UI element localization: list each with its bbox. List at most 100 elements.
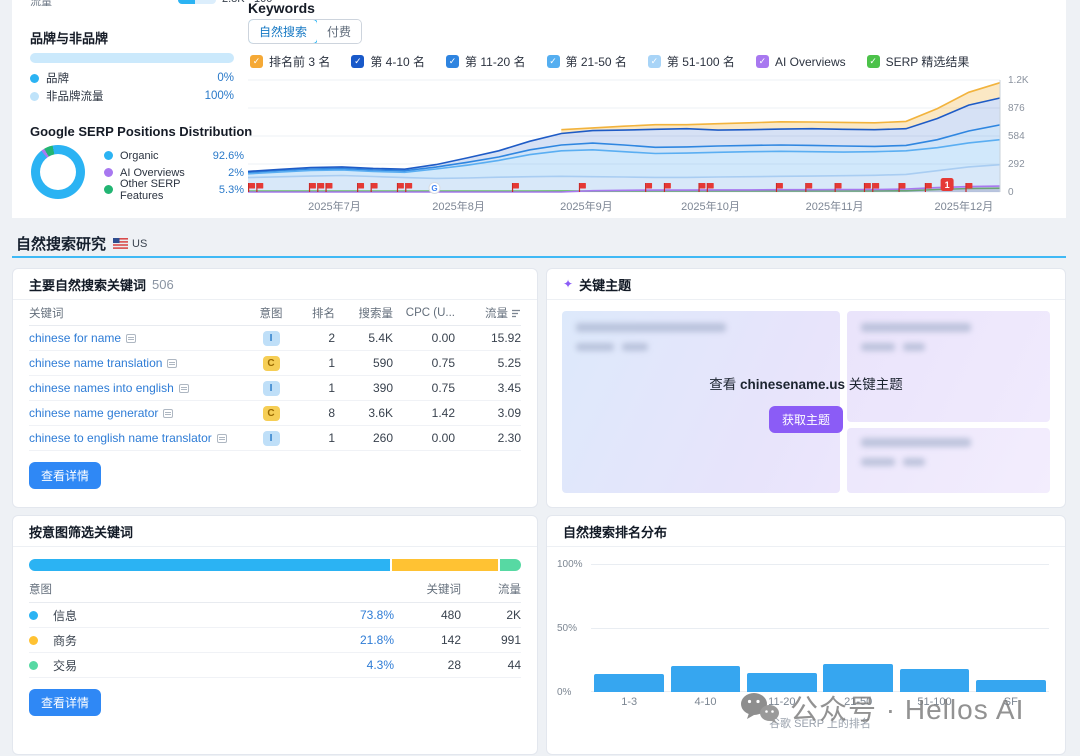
intent-percent-cell: 4.3%: [274, 658, 394, 672]
month-label: 2025年9月: [560, 198, 613, 214]
intent-percent-link[interactable]: 73.8%: [360, 608, 394, 622]
tab-paid[interactable]: 付费: [317, 20, 361, 43]
keywords-tabs: 自然搜索付费: [248, 19, 362, 44]
legend-dot: [104, 151, 113, 160]
serp-snapshot-icon[interactable]: [163, 409, 173, 418]
keyword-topics-card: ✦ 关键主题 查看 chinesename.us 关键主题 获取主题: [546, 268, 1066, 508]
serp-distribution-legend: Organic92.6%AI Overviews2%Other SERP Fea…: [104, 147, 244, 198]
traffic-label: 流量: [30, 0, 52, 9]
gridline: [591, 564, 1049, 565]
intent-badge: C: [263, 356, 280, 371]
checkbox-icon: ✓: [446, 55, 459, 68]
rank-cell: 1: [291, 431, 335, 445]
get-topics-button[interactable]: 获取主题: [769, 406, 843, 433]
view-details-button-keywords[interactable]: 查看详情: [29, 462, 101, 489]
cpc-cell: 0.75: [393, 356, 455, 370]
filter-checkbox[interactable]: ✓第 4-10 名: [351, 53, 425, 70]
svg-text:292: 292: [1008, 159, 1025, 170]
svg-text:G: G: [431, 184, 437, 193]
bar-4-10[interactable]: [671, 666, 741, 692]
filter-checkbox[interactable]: ✓ 第 11-20 名: [446, 53, 525, 70]
keywords-filters: ✓排名前 3 名✓第 4-10 名✓第 11-20 名✓第 21-50 名✓第 …: [250, 53, 969, 70]
intent-badge: I: [263, 431, 280, 446]
col-intent: 意图: [251, 305, 291, 321]
intent-cell: C: [251, 355, 291, 371]
table-row: chinese for nameI25.4K0.0015.92: [29, 326, 521, 351]
table-row: chinese name translationC15900.755.25: [29, 351, 521, 376]
bar-1-3[interactable]: [594, 674, 664, 692]
intent-traffic-cell: 2K: [461, 608, 521, 622]
filter-checkbox[interactable]: ✓第 21-50 名: [547, 53, 627, 70]
legend-value: 5.3%: [219, 184, 244, 196]
view-details-button-intent[interactable]: 查看详情: [29, 689, 101, 716]
intent-traffic-cell: 44: [461, 658, 521, 672]
serp-snapshot-icon[interactable]: [126, 334, 136, 343]
legend-value: 100%: [205, 90, 234, 102]
intent-traffic-cell: 991: [461, 633, 521, 647]
traffic-cell: 15.92: [455, 331, 521, 345]
rank-cell: 2: [291, 331, 335, 345]
trend-svg: 02925848761.2K1G: [248, 74, 1054, 196]
serp-snapshot-icon[interactable]: [167, 359, 177, 368]
section-title: 自然搜索研究 US: [16, 233, 147, 254]
overview-panel: 流量 2.8K 100 品牌与非品牌 品牌0%非品牌流量100% Google …: [12, 0, 1066, 218]
legend-label: Other SERP Features: [120, 178, 219, 202]
overlay-prefix: 查看: [709, 377, 736, 392]
filter-checkbox[interactable]: ✓排名前 3 名: [250, 53, 330, 70]
legend-value: 0%: [217, 72, 234, 84]
legend-label: 非品牌流量: [46, 88, 104, 104]
filter-checkbox[interactable]: ✓第 51-100 名: [648, 53, 735, 70]
top-keywords-card: 主要自然搜索关键词 506 关键词 意图 排名 搜索量 CPC (U... 流量…: [12, 268, 538, 508]
cpc-cell: 1.42: [393, 406, 455, 420]
cpc-cell: 0.00: [393, 431, 455, 445]
serp-snapshot-icon[interactable]: [217, 434, 227, 443]
checkbox-icon: ✓: [547, 55, 560, 68]
keyword-cell: chinese name translation: [29, 356, 251, 370]
keywords-column: Keywords 自然搜索付费 ✓排名前 3 名 ✓第 4-10 名 ✓ 第 11-2…: [248, 0, 1054, 218]
brand-vs-nonbrand-title: 品牌与非品牌: [30, 28, 108, 47]
table-row: chinese to english name translatorI12600…: [29, 426, 521, 451]
intent-percent-link[interactable]: 4.3%: [367, 658, 394, 672]
col-traffic-sort[interactable]: 流量: [455, 305, 521, 321]
volume-cell: 590: [335, 356, 393, 370]
bar-category-label: 1-3: [621, 696, 637, 708]
section-title-text: 自然搜索研究: [16, 233, 106, 254]
col-volume: 搜索量: [335, 305, 393, 321]
filter-label: 第 51-100 名: [667, 53, 735, 70]
legend-dot: [104, 168, 113, 177]
overlay-suffix: 关键主题: [849, 377, 903, 392]
keyword-link[interactable]: chinese for name: [29, 331, 136, 345]
keyword-link[interactable]: chinese name translation: [29, 356, 177, 370]
volume-cell: 3.6K: [335, 406, 393, 420]
keyword-link[interactable]: chinese names into english: [29, 381, 189, 395]
filter-checkbox[interactable]: ✓SERP 精选结果: [867, 53, 970, 70]
filter-label: AI Overviews: [775, 55, 846, 69]
keyword-cell: chinese for name: [29, 331, 251, 345]
filter-checkbox[interactable]: ✓AI Overviews: [756, 53, 846, 70]
keyword-link[interactable]: chinese to english name translator: [29, 431, 227, 445]
keyword-link[interactable]: chinese name generator: [29, 406, 173, 420]
region-indicator: US: [113, 238, 147, 250]
col-keyword: 关键词: [29, 305, 251, 321]
serp-legend-item: Organic92.6%: [104, 147, 244, 164]
tab-organic[interactable]: 自然搜索: [248, 19, 318, 44]
keyword-cell: chinese to english name translator: [29, 431, 251, 445]
intent-percent-cell: 21.8%: [274, 633, 394, 647]
checkbox-icon: ✓: [867, 55, 880, 68]
ytick-50: 50%: [557, 623, 577, 634]
filter-label: 第 11-20 名: [465, 53, 525, 70]
intent-stacked-bar: [29, 559, 521, 571]
rank-cell: 8: [291, 406, 335, 420]
intent-cell: I: [251, 430, 291, 446]
serp-snapshot-icon[interactable]: [179, 384, 189, 393]
rank-cell: 1: [291, 356, 335, 370]
intent-percent-link[interactable]: 21.8%: [360, 633, 394, 647]
legend-dot: [29, 611, 38, 620]
col-intent-label: 意图: [29, 581, 274, 597]
keywords-title: Keywords: [248, 0, 315, 16]
intent-label-cell: 信息: [29, 607, 274, 624]
watermark: 公众号 · Hellos AI: [740, 688, 1024, 728]
svg-text:1: 1: [945, 180, 950, 190]
brand-split-bar: [30, 53, 234, 63]
volume-cell: 390: [335, 381, 393, 395]
